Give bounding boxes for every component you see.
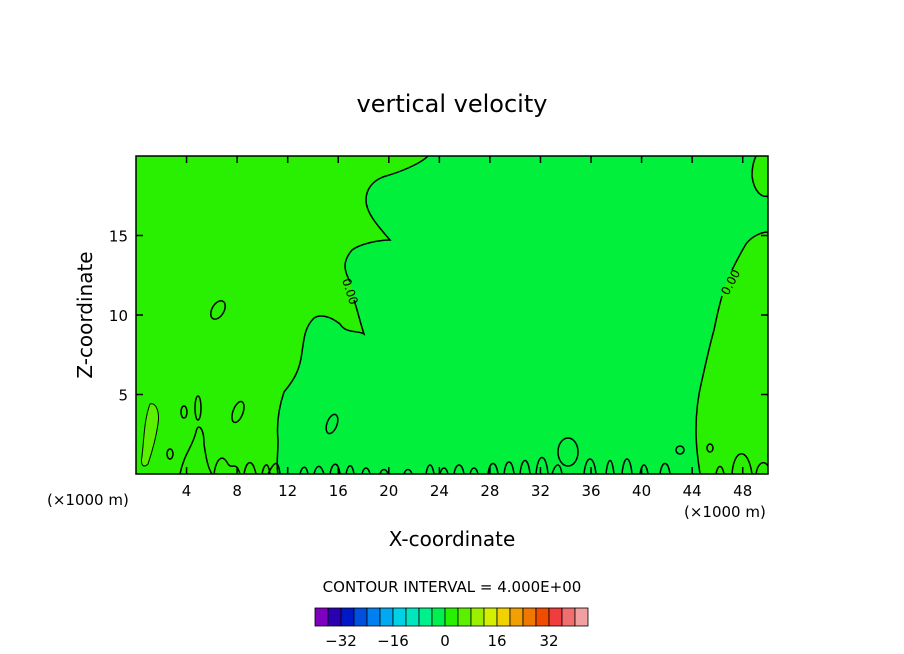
colorbar-tick-label: 16 (487, 632, 506, 650)
contour-zero-right-top (751, 155, 769, 198)
colorbar-swatch (405, 607, 420, 627)
contour-lines (166, 155, 769, 475)
contour-cell (194, 395, 202, 421)
colorbar-swatch (574, 607, 589, 627)
field-positive-region-right-lower (696, 232, 768, 474)
colorbar-swatch (496, 607, 511, 627)
x-tick-label: 24 (430, 482, 449, 500)
colorbar-swatch (535, 607, 550, 627)
colorbar-swatch (470, 607, 485, 627)
contour-cell (325, 413, 339, 435)
contour-zero-right (731, 231, 769, 271)
x-axis: 4 8 12 16 20 24 28 32 36 40 44 48 (182, 156, 752, 500)
y-axis-label: Z-coordinate (73, 251, 97, 378)
colorbar-swatch (340, 607, 355, 627)
x-axis-units-right: (×1000 m) (684, 503, 766, 521)
chart-title: vertical velocity (357, 90, 548, 118)
colorbar-swatch (509, 607, 524, 627)
x-tick-label: 44 (683, 482, 702, 500)
colorbar-swatch (457, 607, 472, 627)
contour-cell (675, 445, 685, 455)
colorbar-swatch (431, 607, 446, 627)
y-tick-label: 10 (109, 307, 128, 325)
contour-zero-right-lower (695, 295, 723, 475)
field-positive-strong-blob (141, 403, 159, 467)
y-tick-label: 5 (118, 387, 128, 405)
contour-cell (180, 405, 188, 419)
x-axis-units-left: (×1000 m) (47, 491, 129, 509)
colorbar-tick-label: 0 (440, 632, 450, 650)
contour-zero-mid (276, 299, 366, 475)
colorbar-swatch (522, 607, 537, 627)
contour-cell (231, 400, 245, 424)
y-axis: 5 10 15 (109, 228, 768, 405)
colorbar-swatch (327, 607, 342, 627)
contour-interval-text: CONTOUR INTERVAL = 4.000E+00 (323, 578, 582, 596)
field-positive-region-left (136, 156, 428, 474)
colorbar-swatch (379, 607, 394, 627)
x-axis-label: X-coordinate (389, 527, 516, 551)
colorbar: −32 −16 0 16 32 (314, 607, 589, 650)
x-tick-label: 40 (632, 482, 651, 500)
x-tick-label: 20 (379, 482, 398, 500)
colorbar-tick-label: −32 (325, 632, 357, 650)
x-tick-label: 16 (329, 482, 348, 500)
contour-cell (166, 448, 174, 460)
x-tick-label: 36 (581, 482, 600, 500)
colorbar-swatch (353, 607, 368, 627)
x-tick-label: 12 (278, 482, 297, 500)
x-tick-label: 4 (182, 482, 192, 500)
colorbar-swatch (548, 607, 563, 627)
field-positive-region-right (752, 156, 768, 197)
colorbar-swatch (314, 607, 329, 627)
colorbar-swatch (444, 607, 459, 627)
x-tick-label: 8 (232, 482, 242, 500)
plot-area: 0.00 0.00 (135, 155, 769, 475)
contour-surface-wiggle-mid (299, 453, 769, 475)
contour-cell (706, 443, 714, 453)
x-tick-label: 32 (531, 482, 550, 500)
colorbar-tick-label: 32 (539, 632, 558, 650)
x-tick-label: 28 (480, 482, 499, 500)
colorbar-swatch (561, 607, 576, 627)
x-tick-label: 48 (733, 482, 752, 500)
colorbar-swatch (483, 607, 498, 627)
contour-cell (557, 437, 579, 467)
colorbar-swatch (418, 607, 433, 627)
contour-surface-wiggle (179, 426, 281, 475)
colorbar-tick-label: −16 (377, 632, 409, 650)
colorbar-swatch (366, 607, 381, 627)
contour-cell (210, 300, 226, 320)
contour-zero-main (344, 155, 429, 283)
colorbar-swatch (392, 607, 407, 627)
y-tick-label: 15 (109, 228, 128, 246)
